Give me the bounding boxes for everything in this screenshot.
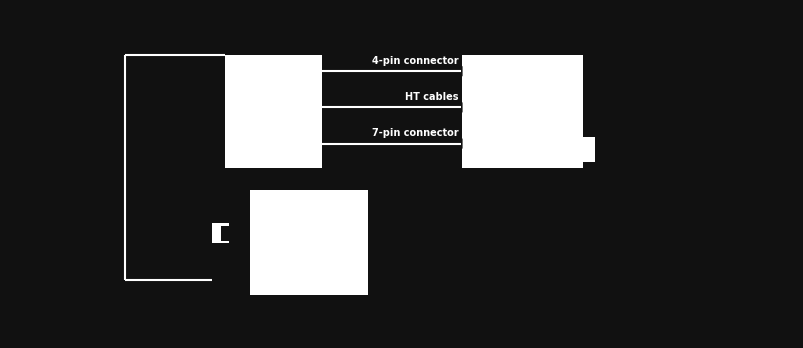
Text: 4-pin connector: 4-pin connector <box>371 56 458 66</box>
Bar <box>250 190 368 295</box>
Bar <box>212 223 229 243</box>
Bar <box>583 137 594 156</box>
Bar <box>225 55 321 168</box>
Text: HT cables: HT cables <box>404 92 458 102</box>
Text: 7-pin connector: 7-pin connector <box>371 128 458 138</box>
Bar <box>461 55 583 168</box>
Polygon shape <box>450 66 461 76</box>
Polygon shape <box>450 103 461 112</box>
Bar <box>221 226 229 241</box>
Polygon shape <box>450 139 461 148</box>
Bar <box>583 144 594 162</box>
